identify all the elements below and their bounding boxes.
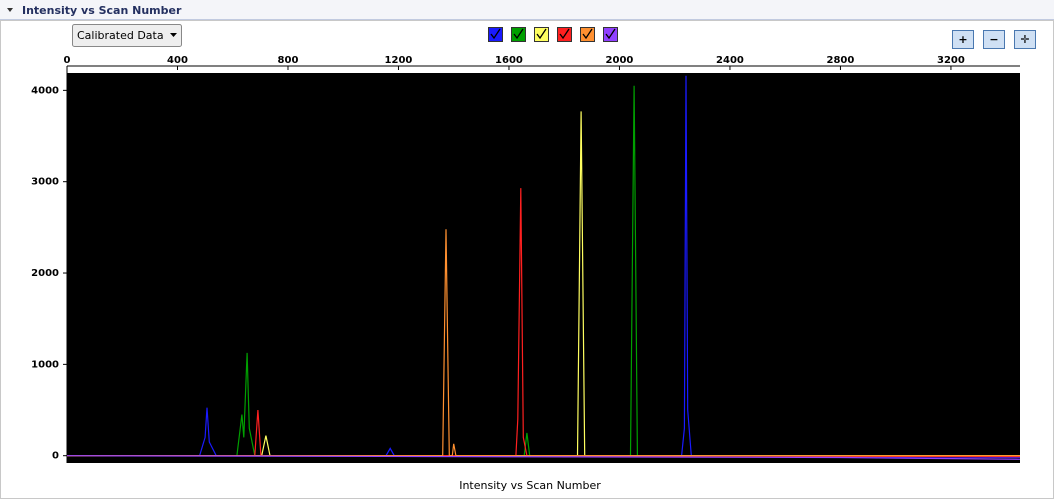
x-tick-label: 1600 [495, 55, 523, 66]
zoom-out-icon: − [989, 33, 998, 46]
series-line [67, 229, 1020, 457]
zoom-in-icon: + [958, 33, 967, 46]
plot-area [67, 73, 1020, 463]
dropdown-box[interactable] [72, 24, 182, 47]
panel-title: Intensity vs Scan Number [22, 4, 182, 17]
toggle-check [490, 28, 501, 40]
x-tick-label: 2800 [827, 55, 855, 66]
zoom-fit[interactable] [1014, 30, 1036, 49]
collapse-arrow[interactable] [7, 8, 13, 12]
x-tick-label: 400 [167, 55, 188, 66]
series-line [66, 455, 1021, 460]
y-tick-label: 0 [52, 451, 59, 462]
toggle-check [605, 28, 616, 40]
dropdown[interactable]: Calibrated Data [72, 24, 182, 47]
x-tick-label: 800 [278, 55, 299, 66]
x-tick-label: 1200 [385, 55, 413, 66]
zoom-buttons: + − ✛ [952, 30, 1036, 49]
x-tick-label: 2000 [606, 55, 634, 66]
toggle-check [513, 28, 524, 40]
series-line [67, 188, 1021, 458]
header-bar [0, 0, 1054, 20]
y-tick-label: 3000 [31, 177, 59, 188]
y-tick-label: 2000 [31, 268, 59, 279]
zoom-fit-icon: ✛ [1020, 33, 1029, 46]
toggle-check [582, 28, 593, 40]
y-tick-label: 4000 [31, 85, 59, 96]
y-tick-label: 1000 [31, 359, 59, 370]
zoom-out[interactable] [983, 30, 1005, 49]
toggle-check [536, 28, 547, 40]
zoom-in[interactable] [952, 30, 974, 49]
dropdown-arrow [170, 33, 177, 37]
series-line [67, 75, 1021, 459]
dropdown-label: Calibrated Data [77, 29, 164, 42]
toggle-check [559, 28, 570, 40]
x-axis-label: Intensity vs Scan Number [459, 479, 601, 492]
x-tick-label: 0 [64, 55, 71, 66]
x-tick-label: 3200 [937, 55, 965, 66]
x-tick-label: 2400 [716, 55, 744, 66]
